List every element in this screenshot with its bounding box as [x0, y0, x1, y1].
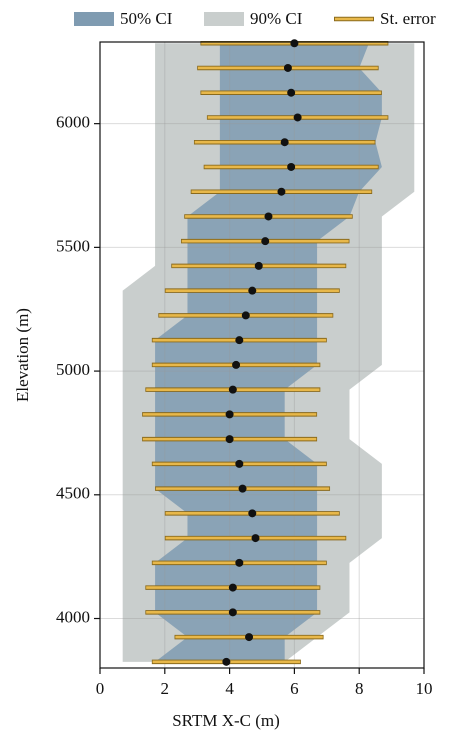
mean-point [235, 459, 244, 468]
mean-point [248, 509, 257, 518]
mean-point [225, 435, 234, 444]
mean-point [225, 410, 234, 419]
mean-point [235, 558, 244, 567]
mean-point [222, 657, 231, 666]
y-axis-label: Elevation (m) [13, 308, 32, 402]
mean-point [254, 261, 263, 270]
x-tick-label: 2 [161, 679, 170, 698]
mean-point [277, 187, 286, 196]
plot-frame [99, 41, 425, 669]
mean-point [293, 113, 302, 122]
mean-point [280, 138, 289, 147]
ci-band [155, 43, 382, 662]
mean-point [245, 633, 254, 642]
y-tick-label: 5500 [56, 236, 90, 255]
mean-point [228, 583, 237, 592]
y-tick-label: 6000 [56, 113, 90, 132]
legend-swatch [204, 12, 244, 26]
x-tick-label: 4 [225, 679, 234, 698]
mean-point [248, 286, 257, 295]
mean-point [241, 311, 250, 320]
mean-point [228, 385, 237, 394]
legend-label: St. error [380, 9, 436, 28]
mean-point [287, 88, 296, 97]
x-tick-label: 10 [416, 679, 433, 698]
x-tick-label: 6 [290, 679, 299, 698]
mean-point [261, 237, 270, 246]
mean-point [264, 212, 273, 221]
mean-point [283, 63, 292, 72]
legend-label: 90% CI [250, 9, 303, 28]
mean-point [287, 162, 296, 171]
mean-point [232, 360, 241, 369]
mean-point [228, 608, 237, 617]
y-tick-label: 4500 [56, 484, 90, 503]
x-tick-label: 8 [355, 679, 364, 698]
x-tick-label: 0 [96, 679, 105, 698]
mean-point [290, 39, 299, 48]
mean-point [251, 534, 260, 543]
y-tick-label: 5000 [56, 360, 90, 379]
x-axis-label: SRTM X-C (m) [172, 711, 280, 730]
legend-label: 50% CI [120, 9, 173, 28]
y-tick-label: 4000 [56, 607, 90, 626]
mean-point [235, 336, 244, 345]
mean-point [238, 484, 247, 493]
legend-swatch [74, 12, 114, 26]
